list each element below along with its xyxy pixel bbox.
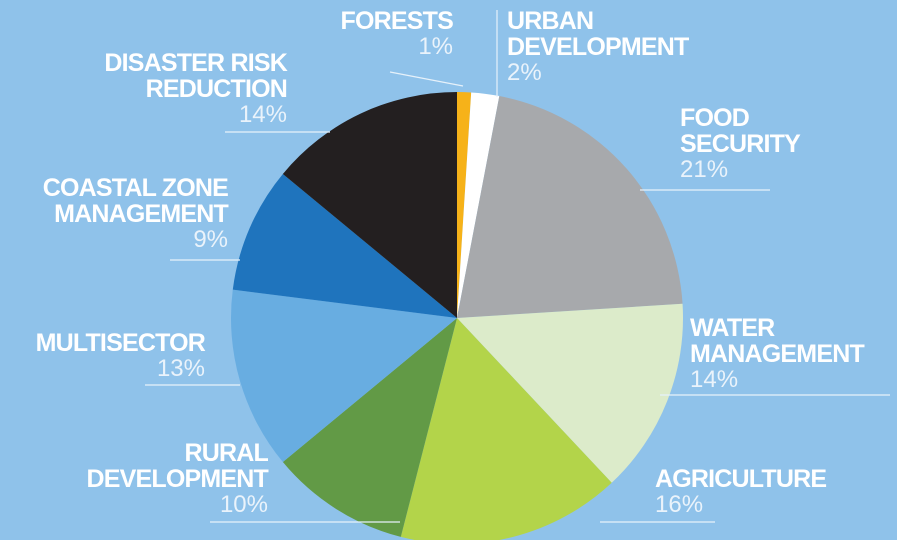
value-label: 14% <box>238 101 287 128</box>
category-label: FORESTS <box>340 7 454 35</box>
category-label: MULTISECTOR <box>35 329 206 357</box>
slice-label: AGRICULTURE 16% <box>655 465 827 518</box>
category-label: COASTAL ZONE MANAGEMENT <box>42 174 229 228</box>
pie-slice <box>457 92 500 319</box>
value-label: 1% <box>418 33 453 60</box>
slice-label: RURAL DEVELOPMENT 10% <box>87 440 269 518</box>
slice-label: COASTAL ZONE MANAGEMENT 9% <box>42 174 229 253</box>
value-label: 2% <box>507 59 542 86</box>
pie-slice <box>457 303 683 483</box>
value-label: 21% <box>680 156 729 183</box>
slice-label: FOOD SECURITY 21% <box>680 104 801 183</box>
slice-label: URBAN DEVELOPMENT 2% <box>507 8 689 86</box>
value-label: 16% <box>655 491 704 518</box>
category-label: DISASTER RISK REDUCTION <box>104 49 287 103</box>
pie-slice <box>457 92 472 318</box>
pie-slice <box>232 173 457 318</box>
leader-line <box>389 71 464 87</box>
pie-slice <box>282 92 457 318</box>
slice-label: MULTISECTOR 13% <box>35 329 206 382</box>
category-label: AGRICULTURE <box>655 465 827 493</box>
category-label: FOOD SECURITY <box>680 104 801 158</box>
value-label: 14% <box>690 366 739 393</box>
category-label: WATER MANAGEMENT <box>690 314 865 368</box>
slice-label: FORESTS 1% <box>340 7 454 60</box>
category-label: URBAN DEVELOPMENT <box>507 7 689 61</box>
slice-label: WATER MANAGEMENT 14% <box>690 314 865 393</box>
pie-slice <box>457 96 683 318</box>
value-label: 13% <box>156 355 205 382</box>
pie-slice <box>400 318 612 540</box>
pie-slice <box>231 289 457 463</box>
slice-label: DISASTER RISK REDUCTION 14% <box>104 50 287 128</box>
pie-slice <box>282 318 457 537</box>
value-label: 10% <box>219 491 268 518</box>
category-label: RURAL DEVELOPMENT <box>86 439 269 493</box>
value-label: 9% <box>193 226 228 253</box>
